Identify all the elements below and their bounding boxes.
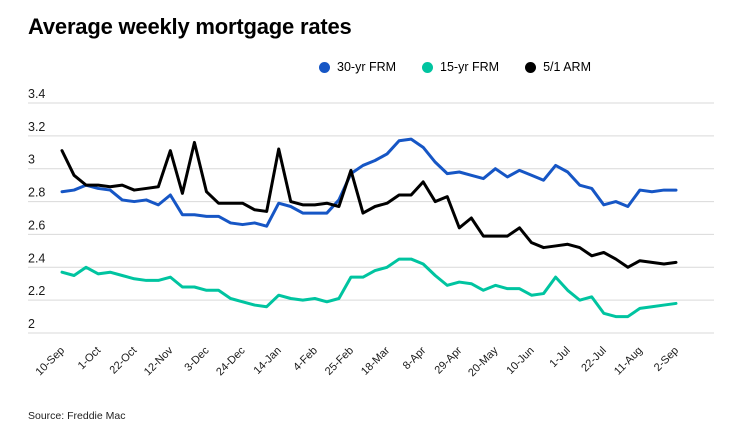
chart-svg: 2 2.2 2.4 2.6 2.8 3 3.2 3.4 10-Sep 1-Oct 22-Oct 12-… <box>28 87 714 380</box>
legend-item-15yr-frm: 15-yr FRM <box>422 60 499 74</box>
y-axis-label: 2.8 <box>28 186 45 200</box>
chart-title: Average weekly mortgage rates <box>28 14 352 39</box>
x-axis-label: 10-Jun <box>504 345 536 377</box>
y-axis-label: 3.2 <box>28 120 45 134</box>
x-axis-label: 29-Apr <box>433 345 465 377</box>
x-axis-label: 1-Oct <box>76 345 104 373</box>
y-axis-label: 3 <box>28 153 35 167</box>
y-axis-label: 2.2 <box>28 285 45 299</box>
legend-label: 30-yr FRM <box>337 60 397 75</box>
legend: 30-yr FRM 15-yr FRM 5/1 ARM <box>0 60 740 74</box>
y-axis-label: 3.4 <box>28 87 45 101</box>
legend-item-30yr-frm: 30-yr FRM <box>319 60 396 74</box>
series-line-15-yr-frm <box>60 257 678 319</box>
legend-dot <box>319 61 330 73</box>
x-axis-label: 8-Apr <box>401 345 429 373</box>
x-axis-label: 12-Nov <box>142 345 176 379</box>
x-axis-label: 24-Dec <box>214 345 248 379</box>
x-axis-label: 1-Jul <box>547 345 572 370</box>
x-axis-label: 22-Jul <box>579 345 609 375</box>
legend-dot <box>422 61 434 73</box>
x-axis-label: 3-Dec <box>182 345 212 375</box>
x-axis-label: 18-Mar <box>359 345 392 378</box>
legend-label: 15-yr FRM <box>440 60 500 75</box>
series-line-5-1-arm <box>60 141 678 270</box>
source-note: Source: Freddie Mac <box>28 410 126 422</box>
x-axis-label: 20-May <box>466 345 501 380</box>
y-axis-label: 2 <box>28 317 35 331</box>
y-axis-label: 2.4 <box>28 252 45 266</box>
x-axis-label: 11-Aug <box>612 345 645 378</box>
series-line-30-yr-frm <box>60 138 678 229</box>
x-axis-label: 10-Sep <box>34 345 68 379</box>
x-axis-label: 4-Feb <box>291 345 320 374</box>
legend-dot <box>525 61 537 73</box>
x-axis-label: 14-Jan <box>252 345 284 377</box>
x-axis-label: 2-Sep <box>652 345 681 374</box>
x-axis-label: 22-Oct <box>108 345 140 377</box>
x-axis-label: 25-Feb <box>323 345 356 378</box>
legend-item-5-1-arm: 5/1 ARM <box>525 60 591 74</box>
y-axis-label: 2.6 <box>28 219 45 233</box>
legend-label: 5/1 ARM <box>543 60 591 75</box>
